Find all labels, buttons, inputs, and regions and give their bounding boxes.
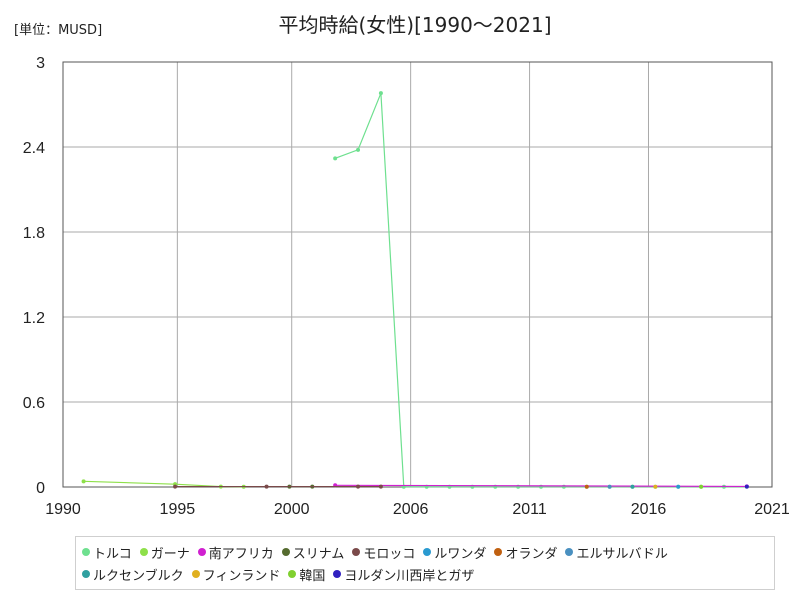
data-point [378,484,383,489]
data-point [676,484,681,489]
x-tick-label: 1995 [160,501,196,518]
legend-label: ヨルダン川西岸とガザ [344,568,475,584]
legend-label: ガーナ [150,546,190,562]
legend-marker [423,548,432,556]
data-point [356,147,361,152]
series-8 [630,484,635,489]
chart-title: 平均時給(女性)[1990〜2021] [278,13,551,37]
x-tick-label: 2011 [512,501,547,518]
legend-label: 韓国 [299,568,326,584]
legend-marker [139,548,148,556]
data-point [744,484,749,489]
legend-item: ヨルダン川西岸とガザ [333,563,474,585]
legend: トルコ ガーナ 南アフリカ スリナム モロッコ ルワンダ オランダ エルサルバドルルクセンブル… [75,536,775,590]
legend-item: ガーナ [139,541,190,563]
series-7 [607,484,612,489]
legend-marker [82,548,90,556]
legend-marker [352,548,361,556]
legend-item: スリナム [281,541,345,563]
series [81,91,749,489]
y-tick-label: 0.6 [23,395,45,412]
data-point [561,484,566,489]
data-point [356,484,361,489]
data-point [173,484,178,489]
legend-item: オランダ [494,541,557,563]
legend-marker [197,548,206,556]
legend-item: フィンランド [191,563,281,585]
legend-item: ルクセンブルク [82,563,184,585]
series-line [334,92,747,488]
legend-marker [494,548,503,556]
legend-marker [333,570,342,578]
legend-marker [191,570,200,578]
y-tick-label: 2.4 [23,140,45,157]
legend-label: 南アフリカ [208,546,274,562]
series-6 [584,484,589,489]
legend-label: モロッコ [363,546,416,562]
grid [63,62,772,487]
legend-label: トルコ [93,546,132,562]
series-0 [333,91,749,489]
unit-label: [単位：MUSD] [14,22,102,38]
legend-item: 韓国 [288,563,325,585]
y-tick-label: 1.8 [23,225,45,242]
data-point [653,484,658,489]
legend-label: ルクセンブルク [93,568,184,584]
x-tick-label: 2000 [274,501,310,518]
x-tick-label: 1990 [45,501,81,518]
data-point [378,91,383,96]
legend-item: エルサルバドル [565,541,668,563]
data-point [264,484,269,489]
legend-item: トルコ [82,541,132,563]
legend-marker [288,570,297,578]
legend-label: フィンランド [202,568,281,584]
data-point [81,479,86,484]
legend-marker [281,548,290,556]
tick-labels: 1990 1995 2000 2006 2011 2016 2021 0 0.6 1.2 1.8 2.… [23,55,790,518]
legend-marker [565,548,574,556]
legend-label: スリナム [292,546,345,562]
series-9 [653,484,658,489]
series-5 [676,484,681,489]
legend-marker [82,570,90,578]
series-line [335,484,747,488]
data-point [699,484,704,489]
data-point [333,156,338,161]
legend-item: 南アフリカ [197,541,274,563]
y-tick-label: 3 [36,55,45,72]
legend-item: モロッコ [352,541,415,563]
x-tick-label: 2016 [631,501,667,518]
data-point [607,484,612,489]
data-point [584,484,589,489]
x-tick-label: 2006 [393,501,429,518]
legend-label: エルサルバドル [576,546,668,562]
y-tick-label: 0 [36,480,45,497]
plot-area [62,61,773,488]
y-tick-label: 1.2 [23,310,45,327]
legend-label: ルワンダ [434,546,487,562]
series-11 [744,484,749,489]
x-tick-label: 2021 [754,501,790,518]
data-point [630,484,635,489]
series-4 [173,484,383,489]
series-10 [699,484,704,489]
legend-item: ルワンダ [423,541,486,563]
legend-label: オランダ [505,546,558,562]
